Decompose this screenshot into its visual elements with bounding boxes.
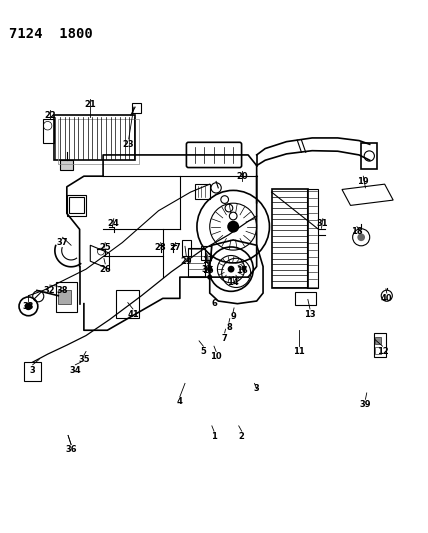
Bar [24, 362, 41, 381]
Text: 24: 24 [108, 220, 119, 229]
Text: 16: 16 [236, 266, 248, 275]
Bar [56, 282, 77, 312]
Bar [43, 119, 54, 143]
Text: 27: 27 [170, 244, 181, 253]
Text: 9: 9 [230, 312, 236, 321]
Text: 34: 34 [69, 366, 81, 375]
Text: 5: 5 [200, 347, 206, 356]
Text: 22: 22 [44, 110, 56, 119]
Bar [67, 195, 86, 216]
Text: 32: 32 [44, 286, 56, 295]
Text: 8: 8 [226, 323, 232, 332]
Bar [69, 197, 84, 213]
Bar [307, 189, 318, 288]
Text: 33: 33 [23, 302, 34, 311]
Text: 10: 10 [210, 352, 222, 361]
Text: 14: 14 [227, 278, 239, 287]
Text: 39: 39 [360, 400, 371, 409]
Text: 36: 36 [65, 445, 77, 454]
Bar [375, 337, 381, 344]
Text: 38: 38 [57, 286, 68, 295]
Circle shape [207, 266, 212, 272]
Text: 31: 31 [317, 220, 329, 229]
Text: 20: 20 [236, 172, 247, 181]
Bar [58, 119, 140, 164]
Text: 11: 11 [294, 347, 305, 356]
Text: 18: 18 [351, 228, 363, 237]
Bar [188, 248, 205, 277]
Text: 12: 12 [377, 347, 388, 356]
Bar [54, 115, 135, 160]
Bar [201, 246, 211, 260]
Text: 17: 17 [202, 256, 214, 264]
Text: 3: 3 [254, 384, 259, 393]
Bar [60, 160, 73, 170]
Bar [374, 333, 386, 357]
Bar [132, 103, 142, 113]
Circle shape [241, 265, 247, 271]
Bar [361, 143, 377, 169]
Bar [295, 292, 316, 305]
Text: 15: 15 [202, 266, 214, 275]
Text: 7: 7 [222, 334, 228, 343]
Text: 25: 25 [99, 244, 111, 253]
Text: 4: 4 [177, 398, 183, 407]
Bar [116, 290, 140, 318]
Text: 26: 26 [99, 265, 111, 273]
Text: 2: 2 [239, 432, 245, 441]
Text: 13: 13 [304, 310, 316, 319]
Circle shape [207, 274, 212, 280]
Text: 3: 3 [30, 366, 36, 375]
Text: 40: 40 [381, 294, 392, 303]
Text: 7124  1800: 7124 1800 [9, 27, 93, 42]
Text: 29: 29 [181, 257, 192, 265]
Text: 6: 6 [211, 299, 217, 308]
Circle shape [228, 266, 235, 272]
Bar [375, 347, 381, 353]
Text: 41: 41 [127, 310, 139, 319]
Circle shape [357, 233, 365, 241]
Text: 19: 19 [357, 177, 369, 186]
Text: 28: 28 [155, 244, 166, 253]
Text: 37: 37 [57, 238, 68, 247]
Circle shape [24, 303, 32, 310]
Text: 30: 30 [202, 265, 213, 273]
Bar [182, 240, 191, 256]
Text: 21: 21 [84, 100, 96, 109]
Circle shape [227, 221, 239, 232]
Bar [272, 189, 308, 288]
Text: 1: 1 [211, 432, 217, 441]
Text: 23: 23 [123, 140, 134, 149]
Bar [58, 290, 71, 304]
Bar [195, 184, 210, 199]
Text: 35: 35 [78, 355, 90, 364]
